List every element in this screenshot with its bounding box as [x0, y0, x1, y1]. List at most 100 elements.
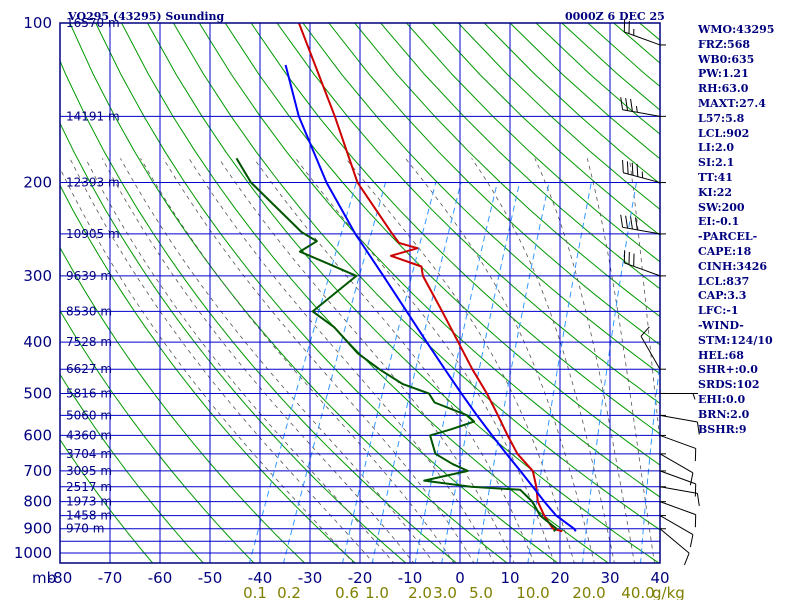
dry-adiabat-line — [380, 23, 660, 290]
mixing-ratio-label: 0.6 — [335, 584, 359, 600]
index-item: SI:2.1 — [698, 156, 735, 170]
mixing-ratio-label: 3.0 — [433, 584, 457, 600]
height-label: 8530 m — [66, 304, 112, 318]
index-item: FRZ:568 — [698, 37, 751, 51]
wind-barb-feather — [630, 98, 633, 112]
wind-barb-feather — [620, 214, 624, 228]
moist-adiabat-line — [534, 158, 635, 563]
mixing-ratio-label: 2.0 — [408, 584, 432, 600]
temperature-tick-label: -70 — [98, 569, 123, 587]
index-item: LI:2.0 — [698, 141, 735, 155]
valid-time: 0000Z 6 DEC 25 — [565, 10, 665, 23]
index-item: HEL:68 — [698, 348, 744, 362]
height-label: 7528 m — [66, 335, 112, 349]
index-item: CINH:3426 — [698, 259, 768, 273]
height-label: 4360 m — [66, 428, 112, 442]
dry-adiabat-line — [60, 309, 255, 563]
height-label: 5060 m — [66, 408, 112, 422]
wind-barb-staff — [659, 470, 696, 485]
wind-barb-feather — [634, 217, 638, 230]
mixing-ratio-line — [248, 182, 357, 563]
wind-barb-feather — [631, 162, 634, 176]
moist-adiabat-line — [345, 158, 575, 563]
height-label: 3704 m — [66, 447, 112, 461]
pressure-tick-label: 300 — [23, 267, 52, 285]
height-label: 5816 m — [66, 386, 112, 400]
moist-adiabat-line — [295, 158, 555, 563]
mixing-ratio-line — [582, 182, 637, 563]
index-item: STM:124/10 — [698, 333, 773, 347]
wind-barb-staff — [659, 501, 696, 516]
wind-barb-staff — [622, 109, 661, 117]
dry-adiabat-line — [147, 23, 660, 563]
dry-adiabat-line — [69, 23, 508, 563]
dry-adiabat-line — [328, 23, 660, 346]
moist-adiabat-line — [85, 158, 395, 563]
mixing-ratio-line — [476, 182, 550, 563]
dry-adiabat-line — [276, 23, 660, 405]
wind-barb-feather — [620, 97, 624, 110]
index-item: -WIND- — [698, 318, 744, 332]
wind-barb-feather — [689, 534, 694, 548]
index-item: -PARCEL- — [698, 230, 758, 244]
dry-adiabat-line — [60, 246, 306, 563]
temperature-tick-label: -30 — [298, 569, 323, 587]
index-item: KI:22 — [698, 185, 733, 199]
wind-barb-feather — [689, 472, 694, 486]
height-label: 3095 m — [66, 464, 112, 478]
pressure-unit-label: mb — [32, 569, 56, 587]
mixing-ratio-line — [341, 182, 437, 563]
plot-border — [59, 22, 661, 564]
sounding-profiles — [235, 23, 577, 533]
wind-barb-feather — [630, 216, 633, 230]
pressure-tick-label: 700 — [23, 462, 52, 480]
temperature-tick-label: -40 — [248, 569, 273, 587]
temperature-tick-label: 40 — [650, 569, 669, 587]
temperature-tick-label: 30 — [600, 569, 619, 587]
moist-adiabat-line — [253, 158, 535, 563]
moist-adiabat-line — [69, 158, 375, 563]
height-label: 970 m — [66, 522, 104, 536]
moist-adiabat-line — [471, 158, 615, 563]
moist-adiabat-line — [162, 158, 475, 563]
index-item: PW:1.21 — [698, 67, 749, 81]
moist-adiabat-line — [101, 158, 415, 563]
index-item: BSHR:9 — [698, 422, 747, 436]
mixing-ratio-line — [414, 182, 498, 563]
height-label: 16570 m — [66, 16, 120, 30]
temperature-trace — [297, 23, 563, 533]
mixing-ratio-label: 40.0 — [621, 584, 654, 600]
dry-adiabat-line — [302, 23, 660, 375]
mixing-ratio-label: 5.0 — [469, 584, 493, 600]
index-item: SHR+:0.0 — [698, 363, 758, 377]
grid-lines — [60, 23, 660, 563]
dry-adiabat-line — [250, 23, 660, 435]
dry-adiabat-line — [354, 23, 660, 318]
pressure-tick-label: 600 — [23, 426, 52, 444]
temperature-tick-label: -50 — [198, 569, 223, 587]
wind-barb-feather — [626, 161, 629, 175]
index-item: L57:5.8 — [698, 111, 745, 125]
pressure-tick-label: 500 — [23, 384, 52, 402]
mixing-ratio-label: 10.0 — [516, 584, 549, 600]
mixing-ratio-label: 0.1 — [243, 584, 267, 600]
index-item: CAPE:18 — [698, 244, 752, 258]
pressure-tick-label: 800 — [23, 493, 52, 511]
dry-adiabat-line — [60, 122, 407, 563]
wind-barb-feather — [622, 160, 624, 173]
height-label: 9639 m — [66, 269, 112, 283]
plot-frame — [59, 22, 661, 564]
index-item: LFC:-1 — [698, 304, 739, 318]
index-item: MAXT:27.4 — [698, 96, 766, 110]
dewpoint-trace — [235, 157, 558, 533]
wind-barb-feather — [636, 163, 639, 177]
moist-adiabat-line — [586, 158, 655, 563]
chart-title: VQ295 (43295) Sounding — [67, 10, 225, 23]
index-item: TT:41 — [698, 170, 733, 184]
wind-barb-staff — [640, 336, 661, 370]
pressure-tick-label: 100 — [23, 14, 52, 32]
mixing-ratio-unit-label: g/kg — [652, 584, 685, 600]
moist-adiabat-line — [140, 158, 455, 563]
